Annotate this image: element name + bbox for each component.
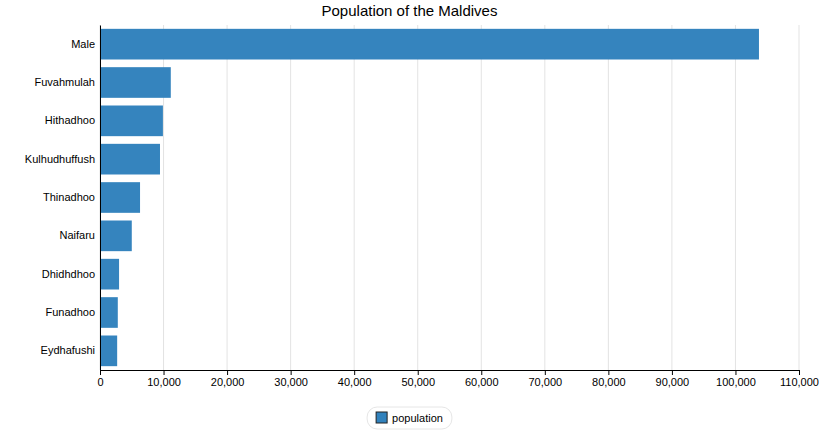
tick: 80,000 [592, 370, 626, 388]
tick-label: 20,000 [211, 376, 245, 388]
tick-label: Thinadhoo [43, 191, 95, 203]
legend-swatch [376, 412, 387, 423]
tick-mark [354, 370, 355, 375]
tick: 10,000 [147, 370, 181, 388]
tick: 110,000 [780, 370, 819, 388]
bars [100, 29, 759, 366]
grid-line [799, 25, 800, 370]
tick-label: Kulhudhuffush [25, 153, 95, 165]
tick-mark [672, 370, 673, 375]
tick-label: Fuvahmulah [34, 76, 95, 88]
tick-mark [291, 370, 292, 375]
grid-line [100, 25, 101, 370]
tick-label: Naifaru [60, 229, 95, 241]
legend-frame [367, 407, 452, 429]
grid-line [608, 25, 609, 370]
chart: 0 10,000 20,000 30,000 40,000 50,000 60,000 70,… [0, 0, 819, 434]
tick-mark [545, 370, 546, 375]
tick: Naifaru [60, 229, 100, 241]
tick-label: 70,000 [528, 376, 562, 388]
y-axis: Male Fuvahmulah Hithadhoo Kulhudhuffush Thin… [25, 26, 101, 371]
tick-mark [735, 370, 736, 375]
tick: 20,000 [211, 370, 245, 388]
grid-line [417, 25, 418, 370]
tick-label: Dhidhdhoo [42, 268, 95, 280]
tick: 0 [97, 370, 103, 388]
bar [100, 67, 171, 98]
tick: Thinadhoo [43, 191, 100, 203]
tick-label: 0 [97, 376, 103, 388]
tick-mark [164, 370, 165, 375]
tick-label: 40,000 [338, 376, 372, 388]
tick-label: Funadhoo [45, 306, 95, 318]
tick-label: 60,000 [465, 376, 499, 388]
bar [100, 106, 163, 137]
tick-mark [481, 370, 482, 375]
tick: 30,000 [274, 370, 308, 388]
axis-line [100, 26, 101, 371]
tick-label: Hithadhoo [45, 114, 95, 126]
tick-label: 50,000 [401, 376, 435, 388]
tick-label: Eydhafushi [41, 344, 95, 356]
tick: 40,000 [338, 370, 372, 388]
grid-line [735, 25, 736, 370]
tick: Hithadhoo [45, 114, 100, 126]
tick: Funadhoo [45, 306, 100, 318]
tick-label: 100,000 [716, 376, 756, 388]
tick-label: 90,000 [656, 376, 690, 388]
x-axis: 0 10,000 20,000 30,000 40,000 50,000 60,000 70,… [97, 370, 819, 388]
grid-line [481, 25, 482, 370]
tick: Kulhudhuffush [25, 153, 100, 165]
grid [100, 25, 799, 370]
tick-label: 110,000 [780, 376, 819, 388]
grid-line [354, 25, 355, 370]
bar [100, 182, 140, 213]
axis-line [101, 371, 800, 376]
bar [100, 259, 119, 290]
legend-label: population [392, 412, 443, 424]
bar [100, 297, 118, 328]
tick-label: 30,000 [274, 376, 308, 388]
legend-item: population [376, 412, 443, 424]
legend-entries: population [376, 412, 443, 424]
tick-mark [799, 370, 800, 375]
grid-line [227, 25, 228, 370]
bar [100, 336, 117, 367]
tick-mark [418, 370, 419, 375]
tick: Male [71, 38, 100, 50]
tick-mark [100, 370, 101, 375]
title: Population of the Maldives [322, 2, 498, 19]
tick: Fuvahmulah [34, 76, 100, 88]
tick-label: Male [71, 38, 95, 50]
grid-line [290, 25, 291, 370]
bar [100, 144, 160, 175]
grid-line [544, 25, 545, 370]
legend: population [367, 407, 452, 429]
tick: 90,000 [656, 370, 690, 388]
tick: Eydhafushi [41, 344, 100, 356]
tick: 60,000 [465, 370, 499, 388]
bar [100, 29, 759, 60]
grid-line [671, 25, 672, 370]
bar [100, 221, 132, 252]
tick-label: 10,000 [147, 376, 181, 388]
plot: 0 10,000 20,000 30,000 40,000 50,000 60,000 70,… [25, 25, 819, 388]
tick: 100,000 [716, 370, 756, 388]
tick-label: 80,000 [592, 376, 626, 388]
tick: 70,000 [528, 370, 562, 388]
tick-mark [608, 370, 609, 375]
tick: Dhidhdhoo [42, 268, 100, 280]
tick: 50,000 [401, 370, 435, 388]
tick-mark [227, 370, 228, 375]
